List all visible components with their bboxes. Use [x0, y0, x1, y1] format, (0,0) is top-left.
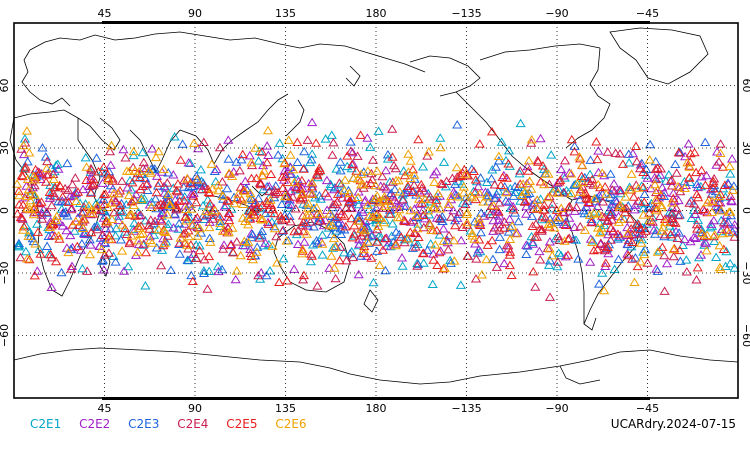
longitude-tick-label: −90	[545, 402, 568, 415]
latitude-tick-label: 0	[0, 207, 11, 214]
longitude-tick-label: −90	[545, 7, 568, 20]
latitude-tick-label: 30	[0, 141, 11, 155]
legend-item-c2e5: C2E5	[226, 417, 258, 431]
latitude-tick-label: −60	[740, 324, 750, 347]
latitude-tick-label: 60	[0, 79, 11, 93]
latitude-labels-left: 60 30 0 −30 −60	[0, 79, 11, 348]
latitude-tick-label: −30	[740, 261, 750, 284]
longitude-tick-label: 90	[188, 7, 202, 20]
longitude-tick-label: 180	[366, 402, 387, 415]
longitude-tick-label: −135	[451, 402, 481, 415]
legend: C2E1 C2E2 C2E3 C2E4 C2E5 C2E6	[30, 417, 321, 433]
graticule	[14, 23, 738, 398]
latitude-labels-right: 60 30 0 −30 −60	[740, 79, 750, 348]
latitude-tick-label: 0	[740, 207, 750, 214]
longitude-tick-label: −135	[451, 7, 481, 20]
longitude-tick-label: 45	[98, 402, 112, 415]
latitude-tick-label: −60	[0, 324, 11, 347]
legend-item-c2e1: C2E1	[30, 417, 62, 431]
longitude-tick-label: 135	[275, 7, 296, 20]
longitude-tick-label: 45	[98, 7, 112, 20]
frame-accent-top	[102, 21, 650, 24]
longitude-tick-label: −45	[636, 402, 659, 415]
longitude-labels-top: 45 90 135 180 −135 −90 −45	[98, 7, 660, 20]
legend-item-c2e2: C2E2	[79, 417, 111, 431]
longitude-tick-label: −45	[636, 7, 659, 20]
legend-item-c2e3: C2E3	[128, 417, 160, 431]
latitude-tick-label: −30	[0, 261, 11, 284]
occultation-triangles-c2e6	[12, 125, 738, 295]
latitude-tick-label: 30	[740, 141, 750, 155]
latitude-tick-label: 60	[740, 79, 750, 93]
longitude-tick-label: 180	[366, 7, 387, 20]
legend-item-c2e6: C2E6	[275, 417, 307, 431]
longitude-tick-label: 135	[275, 402, 296, 415]
dataset-date-caption: UCARdry.2024-07-15	[610, 417, 736, 431]
longitude-labels-bottom: 45 90 135 180 −135 −90 −45	[98, 402, 660, 415]
legend-item-c2e4: C2E4	[177, 417, 209, 431]
frame-accent-bottom	[102, 397, 650, 400]
longitude-tick-label: 90	[188, 402, 202, 415]
